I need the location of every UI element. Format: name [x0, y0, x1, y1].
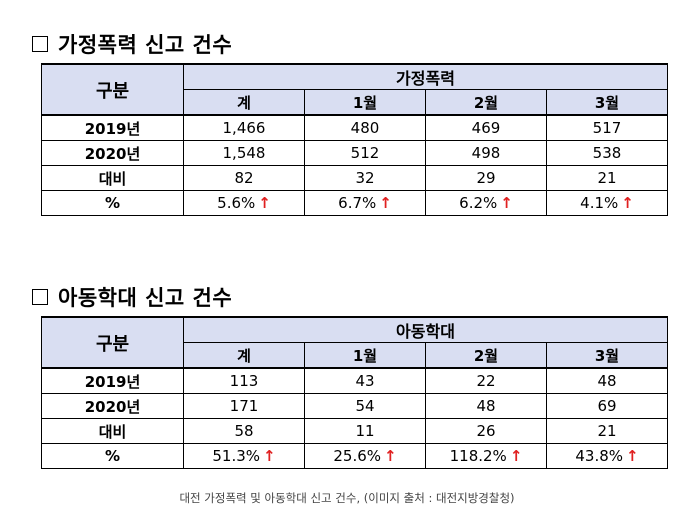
table-cell: 6.7% ↑ — [304, 190, 426, 216]
column-header: 1월 — [304, 89, 426, 116]
percent-value: 25.6% — [333, 447, 382, 465]
up-arrow-icon: ↑ — [626, 447, 639, 465]
table-cell: 512 — [304, 140, 426, 166]
section-title-child-abuse: 아동학대 신고 건수 — [32, 282, 232, 312]
percent-value: 118.2% — [449, 447, 507, 465]
up-arrow-icon: ↑ — [263, 447, 276, 465]
group-header: 가정폭력 — [183, 63, 668, 90]
table-cell: 171 — [183, 393, 305, 419]
table-cell: 22 — [425, 367, 547, 394]
table-cell: 1,466 — [183, 114, 305, 141]
column-header: 2월 — [425, 342, 547, 369]
table-row: 2020년 1,548 512 498 538 — [41, 140, 668, 166]
table-cell: 469 — [425, 114, 547, 141]
table-cell: 21 — [546, 418, 668, 444]
row-label: 2019년 — [41, 114, 184, 141]
checkbox-square-icon — [32, 289, 48, 305]
table-cell: 26 — [425, 418, 547, 444]
table-cell: 480 — [304, 114, 426, 141]
row-header: 구분 — [41, 63, 184, 116]
up-arrow-icon: ↑ — [258, 194, 271, 212]
column-header: 계 — [183, 342, 305, 369]
table-cell: 1,548 — [183, 140, 305, 166]
table-row: 2019년 113 43 22 48 — [41, 367, 668, 394]
column-header: 3월 — [546, 342, 668, 369]
row-label: % — [41, 190, 184, 216]
percent-value: 43.8% — [575, 447, 624, 465]
row-label: 2019년 — [41, 367, 184, 394]
table-cell: 51.3% ↑ — [183, 443, 305, 469]
up-arrow-icon: ↑ — [509, 447, 523, 465]
table-cell: 6.2% ↑ — [425, 190, 547, 216]
table-cell: 82 — [183, 165, 305, 191]
row-header: 구분 — [41, 316, 184, 369]
percent-value: 6.7% — [338, 194, 377, 212]
section-title-domestic-violence: 가정폭력 신고 건수 — [32, 29, 232, 59]
table-row: 대비 82 32 29 21 — [41, 165, 668, 191]
table-cell: 43.8% ↑ — [546, 443, 668, 469]
row-label: % — [41, 443, 184, 469]
table-row: % 51.3% ↑ 25.6% ↑ 118.2% ↑ 43.8% ↑ — [41, 443, 668, 469]
table-cell: 43 — [304, 367, 426, 394]
table-row: 2020년 171 54 48 69 — [41, 393, 668, 419]
table-cell: 25.6% ↑ — [304, 443, 426, 469]
up-arrow-icon: ↑ — [379, 194, 392, 212]
table-cell: 538 — [546, 140, 668, 166]
table-row: % 5.6% ↑ 6.7% ↑ 6.2% ↑ 4.1% ↑ — [41, 190, 668, 216]
percent-value: 5.6% — [217, 194, 256, 212]
table-cell: 11 — [304, 418, 426, 444]
image-caption: 대전 가정폭력 및 아동학대 신고 건수, (이미지 출처 : 대전지방경찰청) — [179, 491, 515, 505]
column-header: 계 — [183, 89, 305, 116]
percent-value: 4.1% — [580, 194, 619, 212]
percent-value: 6.2% — [459, 194, 498, 212]
column-header: 1월 — [304, 342, 426, 369]
table-cell: 32 — [304, 165, 426, 191]
row-label: 2020년 — [41, 393, 184, 419]
table-cell: 48 — [546, 367, 668, 394]
section-title-text: 가정폭력 신고 건수 — [58, 33, 233, 57]
table-cell: 54 — [304, 393, 426, 419]
up-arrow-icon: ↑ — [621, 194, 634, 212]
table-cell: 517 — [546, 114, 668, 141]
section-title-text: 아동학대 신고 건수 — [58, 286, 233, 310]
table-cell: 4.1% ↑ — [546, 190, 668, 216]
domestic-violence-table: 구분 가정폭력 계 1월 2월 3월 2019년 1,466 480 469 5… — [41, 63, 668, 216]
row-label: 2020년 — [41, 140, 184, 166]
table-row: 2019년 1,466 480 469 517 — [41, 114, 668, 141]
up-arrow-icon: ↑ — [500, 194, 513, 212]
row-label: 대비 — [41, 165, 184, 191]
column-header: 3월 — [546, 89, 668, 116]
row-label: 대비 — [41, 418, 184, 444]
table-cell: 48 — [425, 393, 547, 419]
table-cell: 113 — [183, 367, 305, 394]
group-header: 아동학대 — [183, 316, 668, 343]
table-cell: 58 — [183, 418, 305, 444]
table-cell: 118.2% ↑ — [425, 443, 547, 469]
table-cell: 21 — [546, 165, 668, 191]
up-arrow-icon: ↑ — [384, 447, 397, 465]
percent-value: 51.3% — [212, 447, 261, 465]
table-cell: 498 — [425, 140, 547, 166]
table-cell: 5.6% ↑ — [183, 190, 305, 216]
table-row: 대비 58 11 26 21 — [41, 418, 668, 444]
table-cell: 29 — [425, 165, 547, 191]
checkbox-square-icon — [32, 36, 48, 52]
column-header: 2월 — [425, 89, 547, 116]
table-cell: 69 — [546, 393, 668, 419]
child-abuse-table: 구분 아동학대 계 1월 2월 3월 2019년 113 43 22 48 20… — [41, 316, 668, 469]
